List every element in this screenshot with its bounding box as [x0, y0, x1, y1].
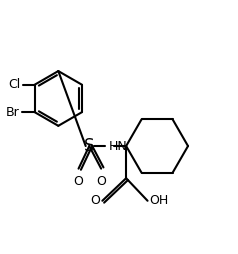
Text: Cl: Cl [8, 78, 20, 91]
Text: O: O [74, 174, 84, 188]
Text: O: O [90, 194, 100, 207]
Text: OH: OH [149, 194, 168, 207]
Text: O: O [96, 174, 106, 188]
Text: HN: HN [108, 139, 127, 153]
Text: S: S [84, 137, 94, 155]
Text: Br: Br [5, 106, 19, 119]
